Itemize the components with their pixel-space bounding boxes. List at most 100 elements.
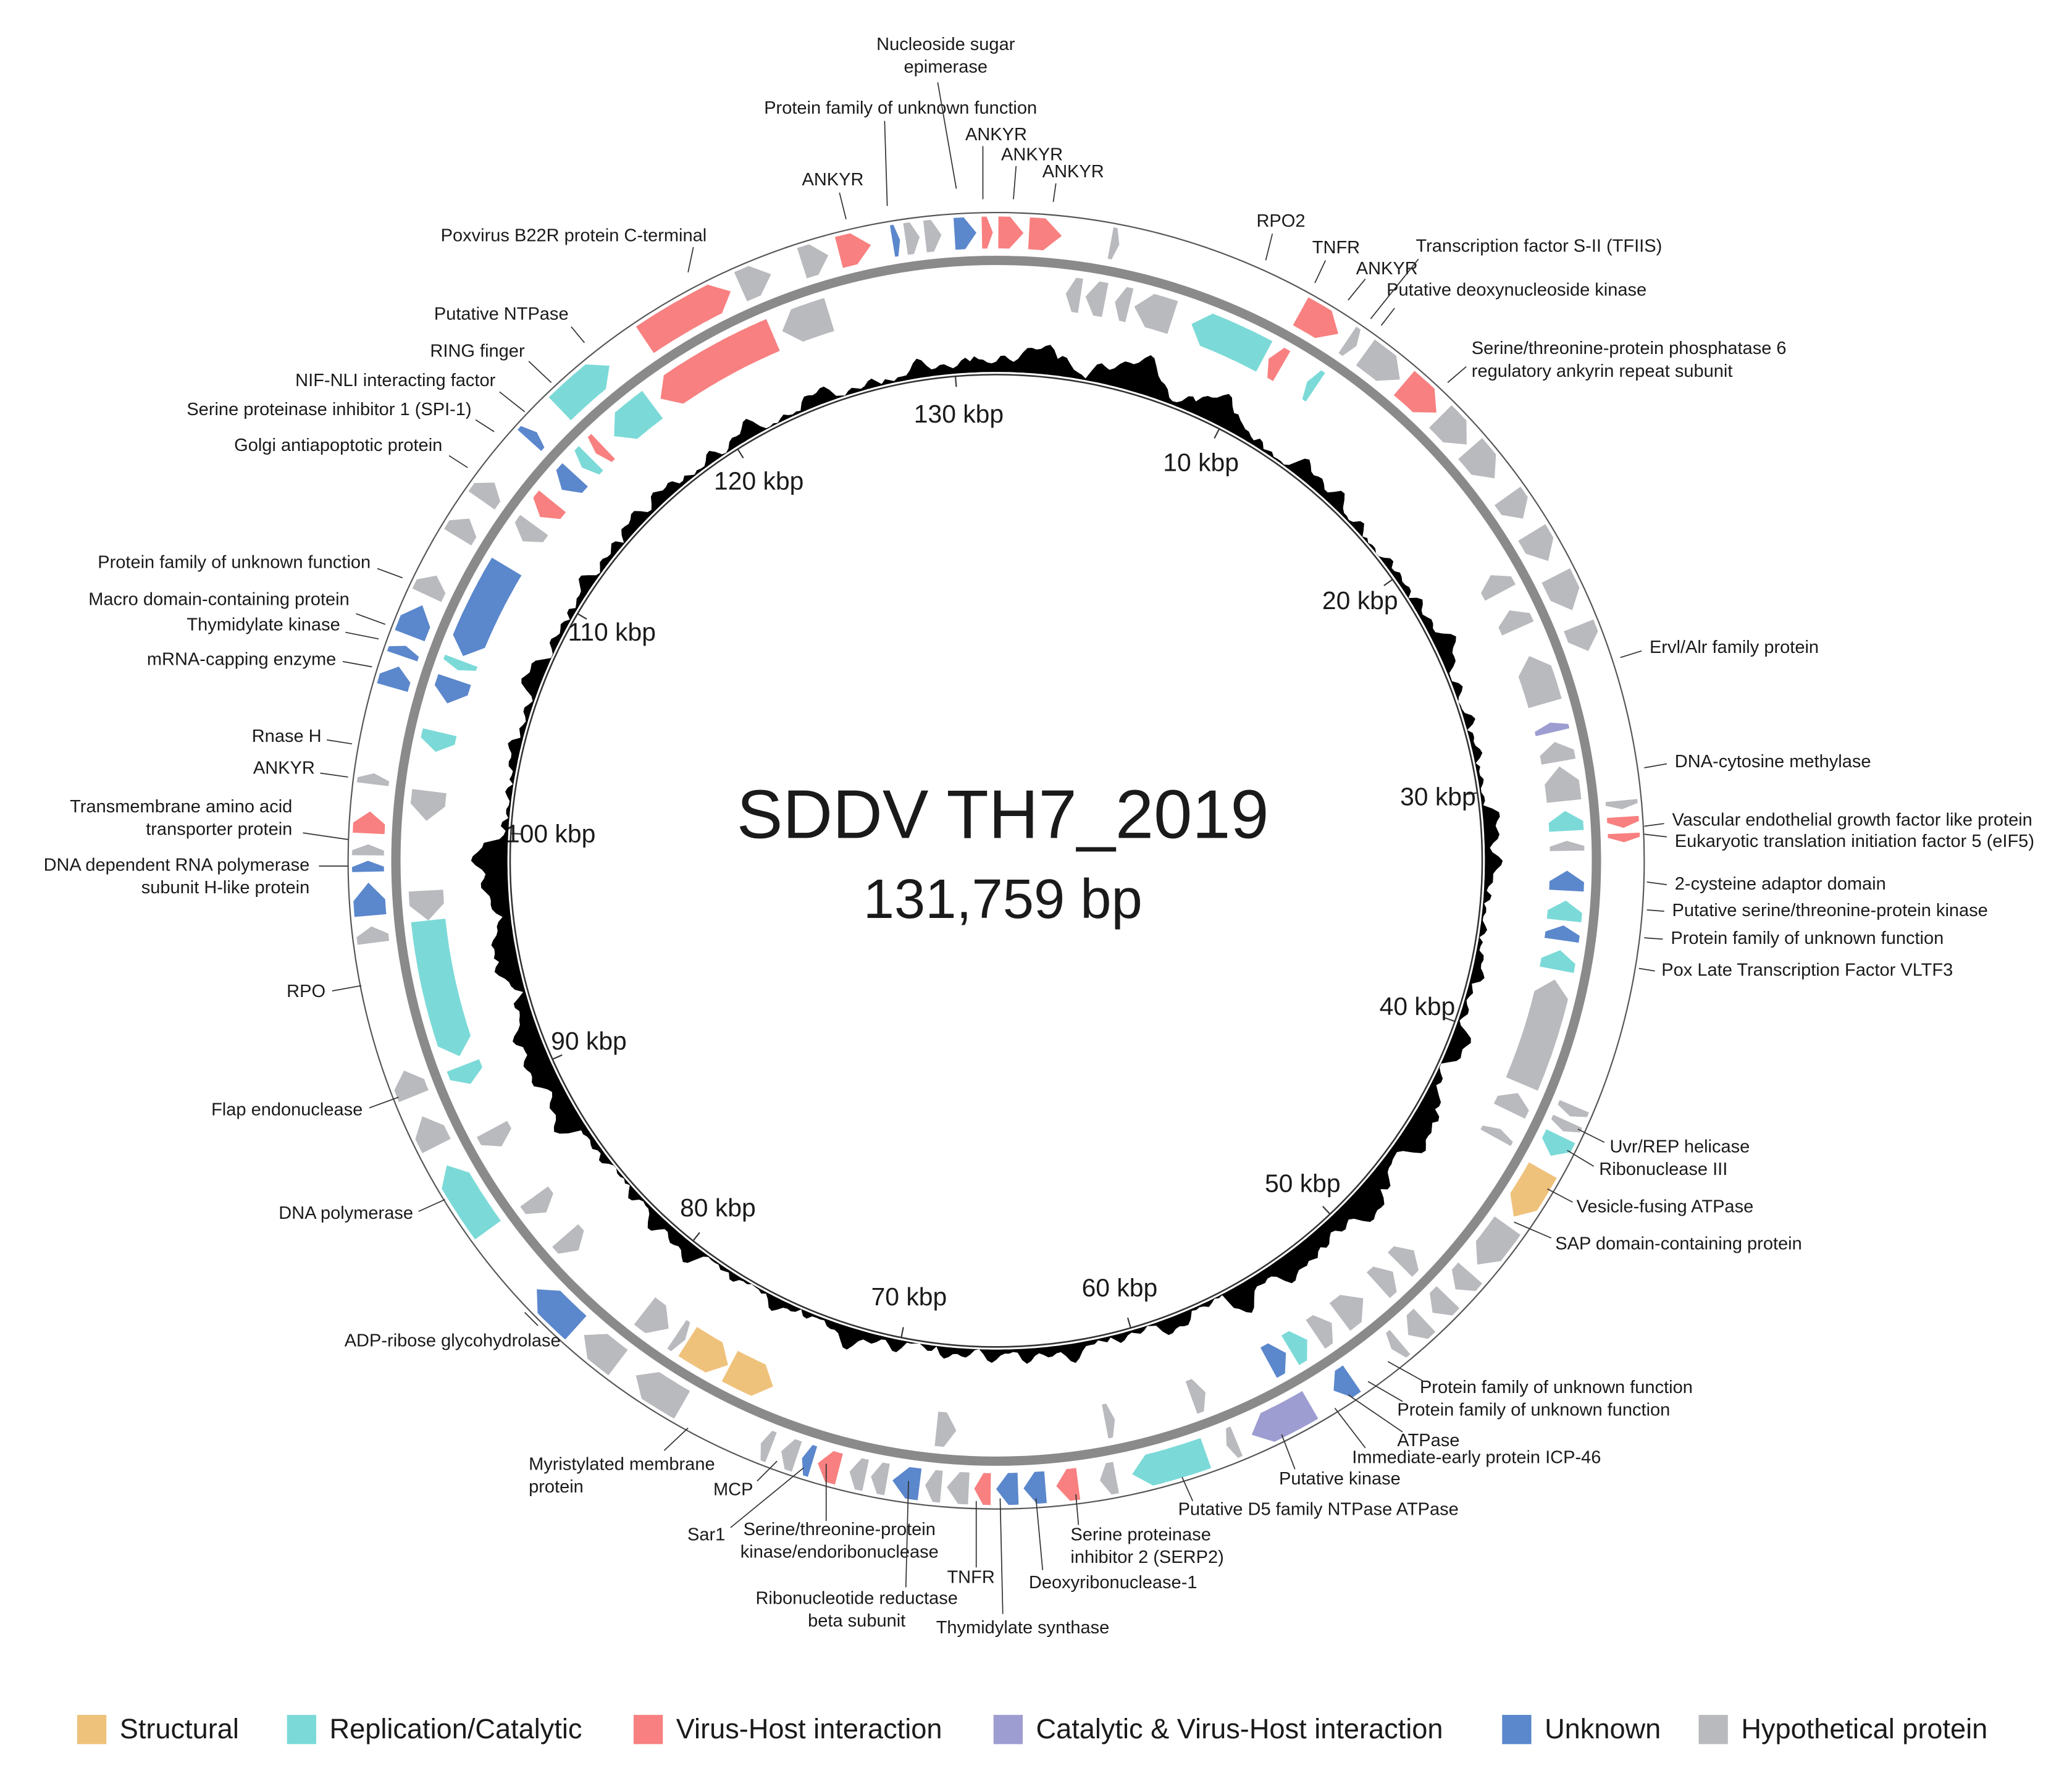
gene-arrow	[797, 244, 829, 279]
annotation-label: Golgi antiapoptotic protein	[234, 436, 442, 455]
gene-arrow	[356, 926, 390, 945]
gene-arrow	[1023, 1471, 1047, 1504]
leader-line	[1644, 937, 1663, 940]
gene-track	[352, 216, 1640, 1505]
scale-tick	[1383, 579, 1393, 586]
gene-arrow	[1329, 1295, 1364, 1331]
annotation-label: RPO2	[1256, 211, 1305, 231]
gene-arrow	[953, 217, 976, 250]
leader-line	[303, 832, 348, 840]
leader-line	[332, 985, 362, 991]
leader-line	[757, 1460, 778, 1482]
gene-arrow	[1406, 1308, 1436, 1339]
annotation-label: Ribonuclease III	[1599, 1159, 1727, 1179]
gene-arrow	[1293, 297, 1338, 339]
leader-line	[1181, 1476, 1194, 1502]
gene-arrow	[1495, 486, 1528, 519]
annotation-label: Protein family of unknown function	[1397, 1400, 1670, 1420]
annotation-label: TNFR	[1312, 238, 1360, 258]
gene-arrow	[1541, 568, 1580, 610]
gene-arrow	[1493, 1093, 1529, 1119]
gene-arrow	[635, 1372, 690, 1419]
leader-line	[1644, 833, 1667, 838]
leader-line	[320, 772, 348, 778]
gene-arrow	[614, 390, 663, 439]
gene-arrow	[1065, 277, 1083, 313]
leader-line	[1334, 1407, 1366, 1449]
annotation-label: Protein family of unknown function	[1671, 928, 1944, 948]
leader-line	[905, 1481, 909, 1588]
scale-circle	[509, 374, 1483, 1348]
annotation-label: ANKYR	[1001, 145, 1063, 164]
gene-arrow	[1605, 799, 1638, 809]
gene-arrow	[421, 728, 457, 752]
legend: Structural Replication/Catalytic Virus-Hos…	[77, 1713, 1987, 1744]
gene-arrow	[1356, 339, 1400, 381]
leader-line	[1577, 1129, 1605, 1143]
gene-arrow	[1458, 438, 1496, 479]
gene-arrow	[1107, 227, 1120, 259]
annotation-label: DNA-cytosine methylase	[1675, 752, 1871, 772]
gene-arrow	[849, 1458, 869, 1491]
gene-arrow	[1102, 1404, 1115, 1439]
annotation-label: Protein family of unknown function	[1420, 1378, 1693, 1397]
gene-arrow	[1333, 1365, 1361, 1398]
gene-arrow	[377, 667, 411, 692]
leader-line	[839, 192, 847, 220]
gene-arrow	[1393, 371, 1437, 413]
gene-arrow	[871, 1462, 890, 1496]
legend-label: Unknown	[1545, 1713, 1661, 1744]
gene-arrow	[1510, 1162, 1557, 1217]
scale-tick-label: 100 kbp	[506, 820, 595, 848]
genome-size: 131,759 bp	[863, 868, 1143, 930]
annotation-label: mRNA-capping enzyme	[147, 649, 336, 669]
gene-arrow	[934, 1412, 957, 1447]
leader-line	[377, 568, 403, 579]
gene-arrow	[635, 284, 731, 353]
leader-line	[1035, 1498, 1044, 1570]
scale-tick-label: 60 kbp	[1082, 1274, 1158, 1302]
scale-tick	[1322, 1206, 1331, 1215]
scale-tick	[737, 448, 744, 459]
annotation-label: Protein family of unknown function	[98, 552, 371, 572]
leader-line	[418, 1198, 445, 1212]
scale-tick-label: 110 kbp	[568, 618, 656, 646]
scale-tick	[1467, 792, 1478, 795]
leader-line	[1514, 1221, 1552, 1239]
gene-arrow	[1608, 832, 1640, 843]
annotation-label: Myristylated membrane	[529, 1454, 715, 1474]
gene-arrow	[1302, 370, 1325, 402]
annotation-label: Immediate-early protein ICP-46	[1352, 1448, 1601, 1468]
leader-line	[448, 455, 468, 468]
gene-arrow	[1386, 1329, 1411, 1358]
gene-arrow	[394, 1070, 429, 1103]
gene-arrow	[447, 1059, 483, 1084]
gene-arrow	[1551, 1114, 1582, 1133]
outer-circle	[347, 211, 1645, 1510]
leader-line	[1348, 279, 1366, 301]
annotation-label: ATPase	[1397, 1431, 1459, 1450]
gene-arrow	[998, 216, 1024, 249]
gene-arrow	[660, 319, 780, 404]
annotation-label: Ervl/Alr family protein	[1650, 638, 1819, 657]
annotation-label: Ribonucleotide reductase	[755, 1589, 957, 1609]
legend-swatch	[287, 1715, 317, 1744]
leader-line	[1052, 183, 1057, 202]
annotation-label: Sar1	[687, 1525, 725, 1544]
leader-line	[687, 246, 694, 272]
gene-arrow	[1451, 1262, 1483, 1291]
annotation-label: RING finger	[430, 342, 525, 361]
scale-tick-label: 40 kbp	[1380, 992, 1456, 1021]
scale-tick	[692, 1232, 700, 1242]
annotation-label: ADP-ribose glycohydrolase	[345, 1331, 561, 1351]
gene-arrow	[1185, 1379, 1206, 1414]
leader-line	[499, 391, 526, 413]
leader-line	[1013, 166, 1017, 200]
gene-arrow	[1430, 1286, 1460, 1316]
leader-line	[524, 1311, 539, 1326]
gene-arrow	[434, 674, 471, 704]
leader-line	[1265, 234, 1273, 261]
gene-arrow	[802, 1445, 818, 1477]
